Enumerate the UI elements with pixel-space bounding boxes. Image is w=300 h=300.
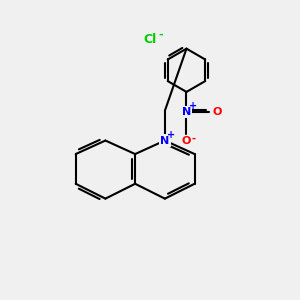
Text: -: - bbox=[191, 134, 195, 144]
Text: N: N bbox=[182, 107, 191, 117]
Text: O: O bbox=[212, 107, 222, 117]
Text: -: - bbox=[158, 29, 163, 39]
Text: Cl: Cl bbox=[143, 33, 157, 46]
Text: N: N bbox=[160, 136, 170, 146]
Text: +: + bbox=[167, 130, 175, 140]
Text: +: + bbox=[189, 101, 197, 111]
Text: O: O bbox=[182, 136, 191, 146]
